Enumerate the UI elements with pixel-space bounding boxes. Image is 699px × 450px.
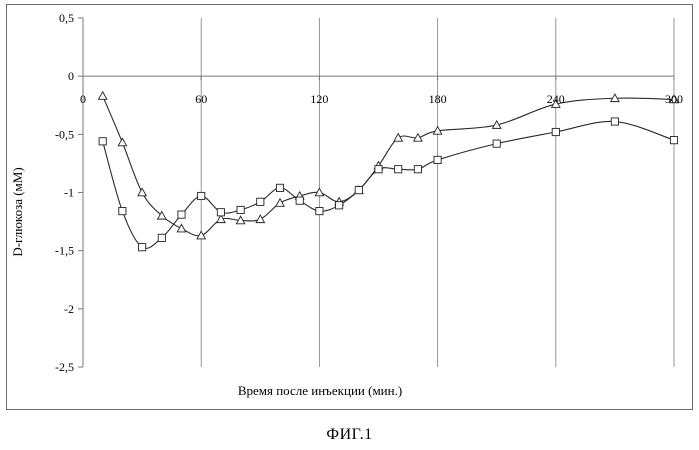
- square-data-point: [316, 208, 323, 215]
- square-data-point: [257, 198, 264, 205]
- triangle-data-point: [276, 199, 284, 207]
- square-data-point: [119, 208, 126, 215]
- square-data-point: [552, 128, 559, 135]
- square-data-point: [158, 234, 165, 241]
- chart: 0,5 0 -0,5 -1 -1,5 -2 -2,5 0 60 120 180 240 300 Врем…: [0, 0, 699, 410]
- square-data-point: [178, 211, 185, 218]
- square-data-point: [493, 140, 500, 147]
- square-data-point: [99, 138, 106, 145]
- triangle-data-point: [394, 134, 402, 142]
- x-tick-label: 0: [80, 92, 86, 106]
- square-data-point: [198, 192, 205, 199]
- square-data-point: [375, 166, 382, 173]
- square-data-point: [355, 187, 362, 194]
- y-tick-label: 0,5: [59, 11, 74, 25]
- square-data-point: [414, 166, 421, 173]
- figure-caption: ФИГ.1: [0, 426, 699, 444]
- square-data-point: [611, 118, 618, 125]
- square-data-point: [276, 184, 283, 191]
- square-data-point: [237, 206, 244, 213]
- x-tick-label: 120: [310, 92, 328, 106]
- x-tick-label: 180: [429, 92, 447, 106]
- square-series-line: [103, 121, 674, 248]
- square-data-point: [434, 156, 441, 163]
- square-data-point: [217, 209, 224, 216]
- y-tick-label: -0,5: [55, 127, 74, 141]
- triangle-data-point: [177, 224, 185, 232]
- square-data-point: [139, 244, 146, 251]
- y-tick-label: -2,5: [55, 360, 74, 374]
- triangle-data-point: [138, 188, 146, 196]
- y-tick-label: 0: [68, 69, 74, 83]
- tick-labels: 0,5 0 -0,5 -1 -1,5 -2 -2,5 0 60 120 180 240 300: [55, 11, 683, 374]
- x-tick-label: 300: [665, 92, 683, 106]
- y-tick-label: -1: [64, 186, 74, 200]
- y-tick-label: -1,5: [55, 244, 74, 258]
- triangle-data-point: [99, 92, 107, 100]
- triangle-data-point: [118, 138, 126, 146]
- series-layer: [103, 96, 674, 249]
- triangle-data-point: [256, 215, 264, 223]
- axes: [78, 18, 674, 367]
- y-tick-label: -2: [64, 302, 74, 316]
- marker-layer: [99, 92, 679, 251]
- x-axis-title: Время после инъекции (мин.): [238, 383, 402, 398]
- x-tick-label: 60: [195, 92, 207, 106]
- triangle-data-point: [197, 231, 205, 239]
- triangle-series-line: [103, 96, 674, 236]
- x-tick-label: 240: [547, 92, 565, 106]
- square-data-point: [670, 137, 677, 144]
- y-axis-title: D-глюкоза (мМ): [10, 167, 25, 256]
- square-data-point: [395, 166, 402, 173]
- square-data-point: [296, 197, 303, 204]
- square-data-point: [336, 202, 343, 209]
